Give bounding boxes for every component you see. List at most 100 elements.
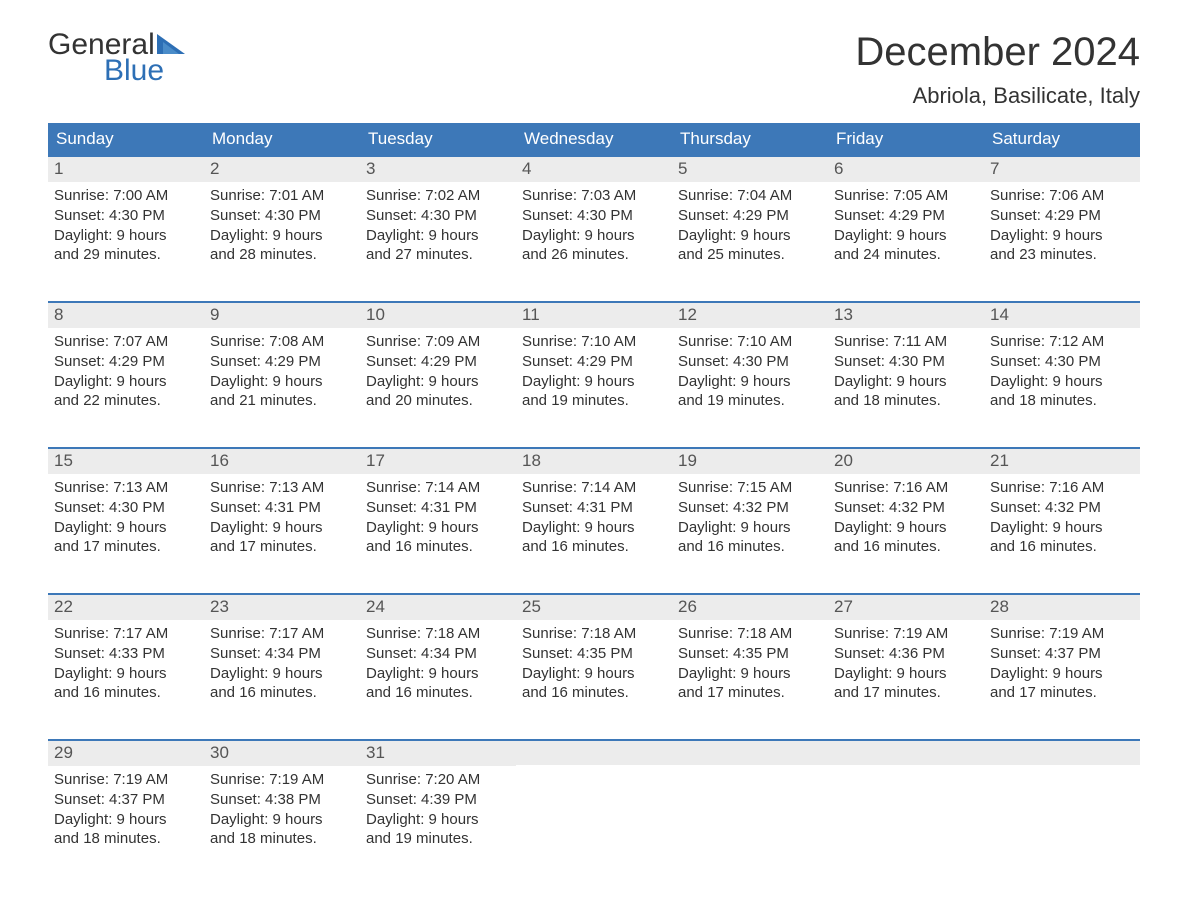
day-details: Sunrise: 7:18 AMSunset: 4:35 PMDaylight:… [516, 620, 672, 703]
sunset-text: Sunset: 4:35 PM [522, 644, 666, 664]
sunrise-text: Sunrise: 7:17 AM [210, 624, 354, 644]
calendar-day: 24Sunrise: 7:18 AMSunset: 4:34 PMDayligh… [360, 595, 516, 715]
sunset-text: Sunset: 4:30 PM [678, 352, 822, 372]
sunset-text: Sunset: 4:30 PM [54, 206, 198, 226]
daylight-text-1: Daylight: 9 hours [210, 664, 354, 684]
sunset-text: Sunset: 4:32 PM [834, 498, 978, 518]
daylight-text-2: and 20 minutes. [366, 391, 510, 411]
sunset-text: Sunset: 4:29 PM [522, 352, 666, 372]
daylight-text-1: Daylight: 9 hours [366, 226, 510, 246]
sunrise-text: Sunrise: 7:18 AM [522, 624, 666, 644]
day-number: 21 [984, 449, 1140, 474]
day-details: Sunrise: 7:18 AMSunset: 4:35 PMDaylight:… [672, 620, 828, 703]
day-details: Sunrise: 7:19 AMSunset: 4:37 PMDaylight:… [984, 620, 1140, 703]
calendar-day: 17Sunrise: 7:14 AMSunset: 4:31 PMDayligh… [360, 449, 516, 569]
daylight-text-1: Daylight: 9 hours [210, 810, 354, 830]
sunrise-text: Sunrise: 7:19 AM [54, 770, 198, 790]
sunrise-text: Sunrise: 7:12 AM [990, 332, 1134, 352]
daylight-text-2: and 24 minutes. [834, 245, 978, 265]
daylight-text-1: Daylight: 9 hours [678, 518, 822, 538]
sunrise-text: Sunrise: 7:18 AM [366, 624, 510, 644]
daylight-text-1: Daylight: 9 hours [366, 810, 510, 830]
day-number: 18 [516, 449, 672, 474]
sunrise-text: Sunrise: 7:03 AM [522, 186, 666, 206]
brand-logo: General Blue [48, 30, 187, 86]
day-details: Sunrise: 7:08 AMSunset: 4:29 PMDaylight:… [204, 328, 360, 411]
calendar-day: 18Sunrise: 7:14 AMSunset: 4:31 PMDayligh… [516, 449, 672, 569]
day-number: 22 [48, 595, 204, 620]
sunrise-text: Sunrise: 7:09 AM [366, 332, 510, 352]
sunset-text: Sunset: 4:32 PM [990, 498, 1134, 518]
calendar-week: 22Sunrise: 7:17 AMSunset: 4:33 PMDayligh… [48, 593, 1140, 715]
day-details: Sunrise: 7:13 AMSunset: 4:31 PMDaylight:… [204, 474, 360, 557]
sunset-text: Sunset: 4:29 PM [834, 206, 978, 226]
day-details: Sunrise: 7:00 AMSunset: 4:30 PMDaylight:… [48, 182, 204, 265]
daylight-text-2: and 16 minutes. [54, 683, 198, 703]
day-number: 10 [360, 303, 516, 328]
calendar-week: 29Sunrise: 7:19 AMSunset: 4:37 PMDayligh… [48, 739, 1140, 861]
calendar-week: 1Sunrise: 7:00 AMSunset: 4:30 PMDaylight… [48, 155, 1140, 277]
daylight-text-2: and 18 minutes. [54, 829, 198, 849]
calendar-day: 7Sunrise: 7:06 AMSunset: 4:29 PMDaylight… [984, 157, 1140, 277]
day-details: Sunrise: 7:10 AMSunset: 4:29 PMDaylight:… [516, 328, 672, 411]
sunset-text: Sunset: 4:37 PM [990, 644, 1134, 664]
daylight-text-2: and 17 minutes. [54, 537, 198, 557]
sunrise-text: Sunrise: 7:13 AM [54, 478, 198, 498]
daylight-text-2: and 19 minutes. [366, 829, 510, 849]
page-title: December 2024 [855, 30, 1140, 75]
calendar-day: 31Sunrise: 7:20 AMSunset: 4:39 PMDayligh… [360, 741, 516, 861]
weekday-header: Sunday [48, 123, 204, 155]
sunset-text: Sunset: 4:29 PM [210, 352, 354, 372]
calendar-day: 16Sunrise: 7:13 AMSunset: 4:31 PMDayligh… [204, 449, 360, 569]
sunrise-text: Sunrise: 7:05 AM [834, 186, 978, 206]
daylight-text-1: Daylight: 9 hours [210, 518, 354, 538]
day-number: 19 [672, 449, 828, 474]
sunrise-text: Sunrise: 7:04 AM [678, 186, 822, 206]
calendar-day: 26Sunrise: 7:18 AMSunset: 4:35 PMDayligh… [672, 595, 828, 715]
daylight-text-2: and 16 minutes. [678, 537, 822, 557]
day-details: Sunrise: 7:16 AMSunset: 4:32 PMDaylight:… [828, 474, 984, 557]
sunset-text: Sunset: 4:37 PM [54, 790, 198, 810]
daylight-text-1: Daylight: 9 hours [834, 518, 978, 538]
calendar-day: 8Sunrise: 7:07 AMSunset: 4:29 PMDaylight… [48, 303, 204, 423]
sunset-text: Sunset: 4:30 PM [522, 206, 666, 226]
daylight-text-1: Daylight: 9 hours [990, 664, 1134, 684]
sunrise-text: Sunrise: 7:02 AM [366, 186, 510, 206]
day-number: 23 [204, 595, 360, 620]
day-details: Sunrise: 7:17 AMSunset: 4:34 PMDaylight:… [204, 620, 360, 703]
daylight-text-1: Daylight: 9 hours [990, 372, 1134, 392]
daylight-text-2: and 21 minutes. [210, 391, 354, 411]
daylight-text-1: Daylight: 9 hours [210, 372, 354, 392]
daylight-text-2: and 18 minutes. [834, 391, 978, 411]
sunrise-text: Sunrise: 7:06 AM [990, 186, 1134, 206]
daylight-text-2: and 18 minutes. [210, 829, 354, 849]
daylight-text-1: Daylight: 9 hours [210, 226, 354, 246]
day-number: 31 [360, 741, 516, 766]
day-number: 6 [828, 157, 984, 182]
calendar-day: 19Sunrise: 7:15 AMSunset: 4:32 PMDayligh… [672, 449, 828, 569]
day-details: Sunrise: 7:05 AMSunset: 4:29 PMDaylight:… [828, 182, 984, 265]
daylight-text-1: Daylight: 9 hours [678, 664, 822, 684]
daylight-text-2: and 16 minutes. [522, 683, 666, 703]
sunset-text: Sunset: 4:29 PM [990, 206, 1134, 226]
day-number: 17 [360, 449, 516, 474]
day-number: 27 [828, 595, 984, 620]
day-details: Sunrise: 7:03 AMSunset: 4:30 PMDaylight:… [516, 182, 672, 265]
sunrise-text: Sunrise: 7:16 AM [834, 478, 978, 498]
day-details: Sunrise: 7:19 AMSunset: 4:36 PMDaylight:… [828, 620, 984, 703]
sunset-text: Sunset: 4:34 PM [210, 644, 354, 664]
sunrise-text: Sunrise: 7:00 AM [54, 186, 198, 206]
daylight-text-2: and 22 minutes. [54, 391, 198, 411]
daylight-text-1: Daylight: 9 hours [54, 226, 198, 246]
calendar-day: 9Sunrise: 7:08 AMSunset: 4:29 PMDaylight… [204, 303, 360, 423]
sunset-text: Sunset: 4:29 PM [54, 352, 198, 372]
calendar-week: 8Sunrise: 7:07 AMSunset: 4:29 PMDaylight… [48, 301, 1140, 423]
daylight-text-2: and 28 minutes. [210, 245, 354, 265]
header: General Blue December 2024 Abriola, Basi… [48, 30, 1140, 109]
sunrise-text: Sunrise: 7:17 AM [54, 624, 198, 644]
calendar-day [984, 741, 1140, 861]
weekday-header-row: SundayMondayTuesdayWednesdayThursdayFrid… [48, 123, 1140, 155]
day-number: 20 [828, 449, 984, 474]
day-number: 7 [984, 157, 1140, 182]
day-details: Sunrise: 7:19 AMSunset: 4:37 PMDaylight:… [48, 766, 204, 849]
